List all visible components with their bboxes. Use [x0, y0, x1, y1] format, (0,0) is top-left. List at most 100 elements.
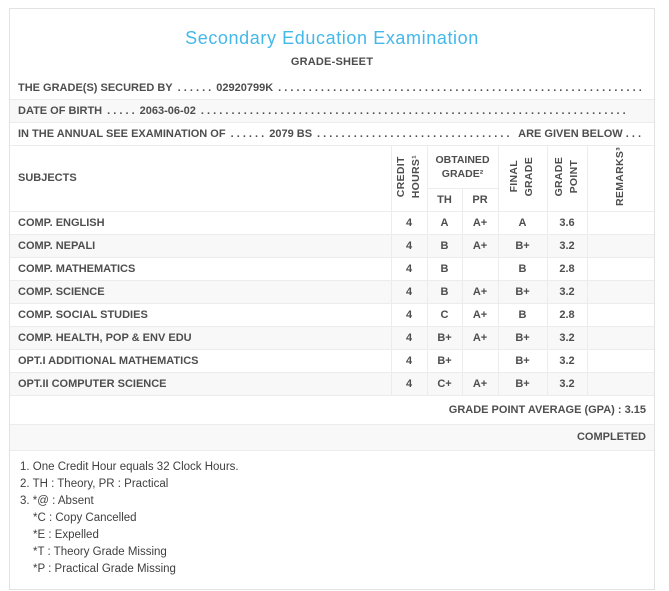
- exam-year-value: 2079 BS: [269, 128, 313, 140]
- grade-point-cell: 2.8: [546, 302, 588, 327]
- subject-cell: COMP. ENGLISH: [10, 210, 392, 235]
- gpa-row: GRADE POINT AVERAGE (GPA) : 3.15: [10, 394, 654, 425]
- column-header-credit-hours: CREDIT HOURS¹: [390, 146, 428, 212]
- info-label: THE GRADE(S) SECURED BY: [18, 82, 173, 94]
- status-row: COMPLETED: [10, 423, 654, 451]
- page-title: Secondary Education Examination: [185, 28, 479, 48]
- final-grade-cell: B: [497, 302, 548, 327]
- credit-hours-cell: 4: [390, 302, 428, 327]
- column-header-remarks: REMARKS³: [586, 146, 654, 212]
- page-subtitle: GRADE-SHEET: [290, 56, 374, 68]
- subject-cell: OPT.II COMPUTER SCIENCE: [10, 371, 392, 396]
- table-row: COMP. NEPALI 4 B A+ B+ 3.2: [10, 233, 654, 258]
- remarks-cell: [586, 371, 654, 396]
- column-header-obtained-grade: OBTAINED GRADE²: [426, 146, 499, 189]
- credit-hours-cell: 4: [390, 279, 428, 304]
- column-header-theory: TH: [426, 187, 463, 212]
- credit-hours-cell: 4: [390, 233, 428, 258]
- theory-grade-cell: B: [426, 279, 463, 304]
- grades-table: SUBJECTS CREDIT HOURS¹ OBTAINED GRADE² F…: [10, 146, 654, 451]
- status-badge: COMPLETED: [10, 423, 654, 451]
- footnote-practical-missing: *P : Practical Grade Missing: [33, 562, 176, 575]
- table-row: COMP. HEALTH, POP & ENV EDU 4 B+ A+ B+ 3…: [10, 325, 654, 350]
- column-header-subjects: SUBJECTS: [10, 146, 392, 212]
- remarks-cell: [586, 210, 654, 235]
- credit-hours-cell: 4: [390, 371, 428, 396]
- date-of-birth-value: 2063-06-02: [139, 105, 196, 117]
- column-header-final-grade: FINAL GRADE: [497, 146, 548, 212]
- grade-point-vertical-label: GRADE POINT: [552, 157, 580, 197]
- footnote-absent: 3. *@ : Absent: [20, 494, 94, 507]
- practical-grade-cell: A+: [461, 210, 499, 235]
- dot-leader: . . . . .: [107, 105, 135, 117]
- candidate-info-block: THE GRADE(S) SECURED BY . . . . . . 0292…: [10, 77, 654, 146]
- credit-hours-vertical-label: CREDIT HOURS¹: [394, 155, 422, 199]
- remarks-cell: [586, 256, 654, 281]
- theory-grade-cell: B: [426, 256, 463, 281]
- column-header-practical: PR: [461, 187, 498, 212]
- table-row: OPT.II COMPUTER SCIENCE 4 C+ A+ B+ 3.2: [10, 371, 654, 396]
- obtained-grade-label: OBTAINED GRADE²: [435, 153, 490, 180]
- remarks-cell: [586, 325, 654, 350]
- grade-point-cell: 3.2: [546, 348, 588, 373]
- grade-point-cell: 3.2: [546, 325, 588, 350]
- dot-filler: . . . . . . . . . . . . . . . . . . . . …: [317, 128, 513, 140]
- final-grade-cell: A: [497, 210, 548, 235]
- subject-cell: COMP. MATHEMATICS: [10, 256, 392, 281]
- remarks-vertical-label: REMARKS³: [614, 147, 627, 207]
- final-grade-cell: B+: [497, 325, 548, 350]
- remarks-cell: [586, 348, 654, 373]
- practical-grade-cell: [461, 256, 499, 281]
- remarks-cell: [586, 279, 654, 304]
- theory-grade-cell: B+: [426, 325, 463, 350]
- column-header-grade-point: GRADE POINT: [546, 146, 588, 212]
- footnote-expelled: *E : Expelled: [33, 528, 99, 541]
- grade-point-cell: 3.6: [546, 210, 588, 235]
- subject-cell: OPT.I ADDITIONAL MATHEMATICS: [10, 348, 392, 373]
- remarks-cell: [586, 302, 654, 327]
- footnote-credit-hours: 1. One Credit Hour equals 32 Clock Hours…: [20, 460, 239, 473]
- theory-grade-cell: C: [426, 302, 463, 327]
- symbol-number-value: 02920799K: [216, 82, 274, 94]
- footnotes-block: 1. One Credit Hour equals 32 Clock Hours…: [10, 451, 654, 578]
- grade-point-cell: 2.8: [546, 256, 588, 281]
- info-label: IN THE ANNUAL SEE EXAMINATION OF: [18, 128, 226, 140]
- grade-sheet-panel: Secondary Education Examination GRADE-SH…: [9, 8, 655, 590]
- subject-cell: COMP. NEPALI: [10, 233, 392, 258]
- grade-point-cell: 3.2: [546, 371, 588, 396]
- theory-grade-cell: B+: [426, 348, 463, 373]
- theory-grade-cell: C+: [426, 371, 463, 396]
- info-label: DATE OF BIRTH: [18, 105, 103, 117]
- subject-cell: COMP. SOCIAL STUDIES: [10, 302, 392, 327]
- final-grade-vertical-label: FINAL GRADE: [508, 157, 536, 197]
- gpa-value-text: GRADE POINT AVERAGE (GPA) : 3.15: [10, 394, 654, 425]
- table-row: OPT.I ADDITIONAL MATHEMATICS 4 B+ B+ 3.2: [10, 348, 654, 373]
- table-row: COMP. SOCIAL STUDIES 4 C A+ B 2.8: [10, 302, 654, 327]
- theory-grade-cell: A: [426, 210, 463, 235]
- table-row: COMP. ENGLISH 4 A A+ A 3.6: [10, 210, 654, 235]
- credit-hours-cell: 4: [390, 348, 428, 373]
- subject-cell: COMP. HEALTH, POP & ENV EDU: [10, 325, 392, 350]
- practical-grade-cell: [461, 348, 499, 373]
- subject-cell: COMP. SCIENCE: [10, 279, 392, 304]
- info-row-date-of-birth: DATE OF BIRTH . . . . . 2063-06-02 . . .…: [10, 100, 654, 123]
- footnote-copy-cancelled: *C : Copy Cancelled: [33, 511, 137, 524]
- footnote-th-pr: 2. TH : Theory, PR : Practical: [20, 477, 169, 490]
- info-row-examination-year: IN THE ANNUAL SEE EXAMINATION OF . . . .…: [10, 123, 654, 146]
- credit-hours-cell: 4: [390, 256, 428, 281]
- practical-grade-cell: A+: [461, 325, 499, 350]
- dot-filler: . . . . . . . . . . . . . . . . . . . . …: [278, 82, 641, 94]
- practical-grade-cell: A+: [461, 371, 499, 396]
- grade-point-cell: 3.2: [546, 233, 588, 258]
- dot-filler: . . . . . . . . . . . . . . . . . . . . …: [200, 105, 626, 117]
- remarks-cell: [586, 233, 654, 258]
- grade-point-cell: 3.2: [546, 279, 588, 304]
- table-row: COMP. MATHEMATICS 4 B B 2.8: [10, 256, 654, 281]
- final-grade-cell: B+: [497, 279, 548, 304]
- final-grade-cell: B+: [497, 371, 548, 396]
- table-row: COMP. SCIENCE 4 B A+ B+ 3.2: [10, 279, 654, 304]
- final-grade-cell: B: [497, 256, 548, 281]
- info-suffix: ARE GIVEN BELOW . . .: [518, 128, 641, 140]
- final-grade-cell: B+: [497, 348, 548, 373]
- practical-grade-cell: A+: [461, 233, 499, 258]
